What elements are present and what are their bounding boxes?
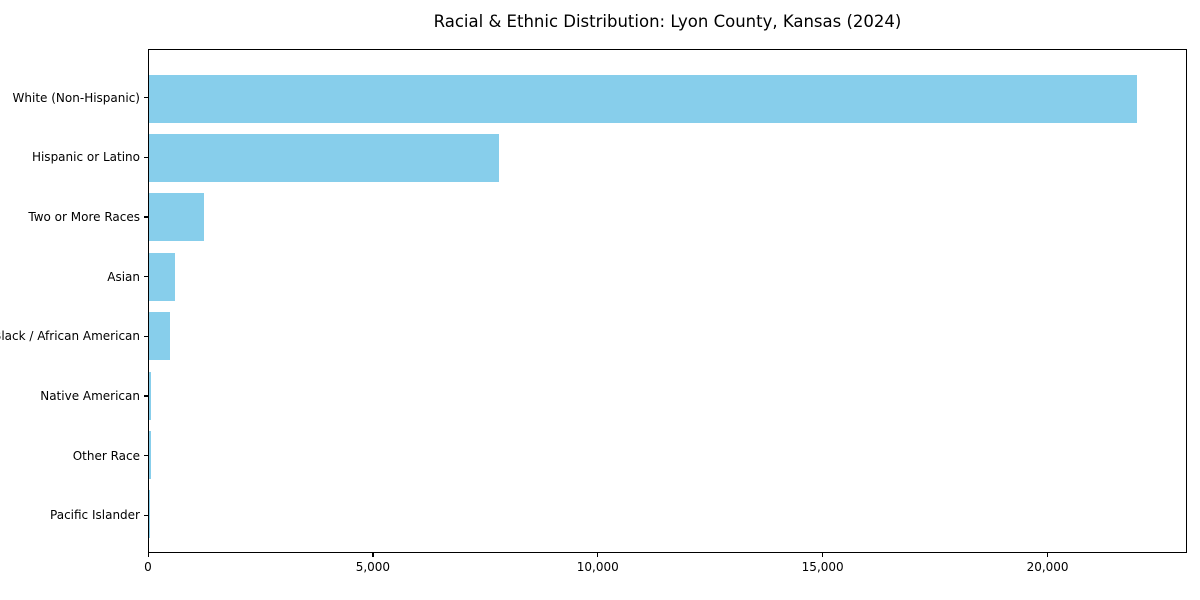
x-tick-label: 5,000 [355,560,391,574]
x-tick-mark [822,553,824,557]
y-tick-mark [144,335,148,337]
y-tick-label: White (Non-Hispanic) [12,90,140,105]
bar-row [149,307,1186,366]
chart-title: Racial & Ethnic Distribution: Lyon Count… [433,12,902,31]
x-tick-label: 15,000 [801,560,844,574]
plot-area [148,49,1187,553]
y-axis-labels: White (Non-Hispanic) Hispanic or Latino Tw… [0,68,140,545]
x-tick-label: 10,000 [576,560,619,574]
bar [149,134,500,183]
bar-row [149,69,1186,128]
y-axis-tick-marks [144,68,148,545]
bar [149,193,205,242]
y-tick-mark [144,156,148,159]
y-tick-label: Asian [107,269,140,284]
bar [149,430,152,479]
y-tick-label: Two or More Races [28,210,140,225]
y-tick-label: Black / African American [0,329,140,344]
y-tick-cell [144,128,148,188]
x-tick-mark [372,553,374,557]
y-tick-mark [144,97,148,99]
y-tick-mark [144,514,148,516]
bar-row [149,188,1186,247]
y-tick-label: Other Race [72,448,140,463]
bar-row [149,425,1186,484]
bar [149,74,1137,123]
bar-row [149,247,1186,306]
y-tick-cell [144,68,148,128]
y-tick-cell [144,247,148,307]
y-tick-cell [144,187,148,247]
y-tick-mark [144,395,148,397]
x-axis: 0 5,000 10,000 15,000 20,000 [144,553,1187,583]
bar-row [149,366,1186,425]
bar [149,252,176,301]
y-tick-mark [144,216,148,218]
y-tick-cell [144,485,148,545]
x-tick-mark [147,553,149,557]
y-tick-mark [144,276,148,278]
x-tick-label: 0 [144,560,152,574]
bar [149,312,170,361]
bar-row [149,128,1186,187]
bar-rows [149,69,1186,544]
bar-row [149,485,1186,544]
y-tick-label: Native American [40,388,140,403]
y-tick-mark [144,454,148,457]
bar [149,371,152,420]
y-tick-label: Hispanic or Latino [31,150,140,165]
y-tick-cell [144,366,148,426]
y-tick-cell [144,307,148,367]
x-tick-label: 20,000 [1026,560,1069,574]
y-tick-label: Pacific Islander [50,508,140,523]
x-tick-mark [597,553,599,557]
x-tick-mark [1047,553,1049,557]
y-tick-cell [144,426,148,486]
